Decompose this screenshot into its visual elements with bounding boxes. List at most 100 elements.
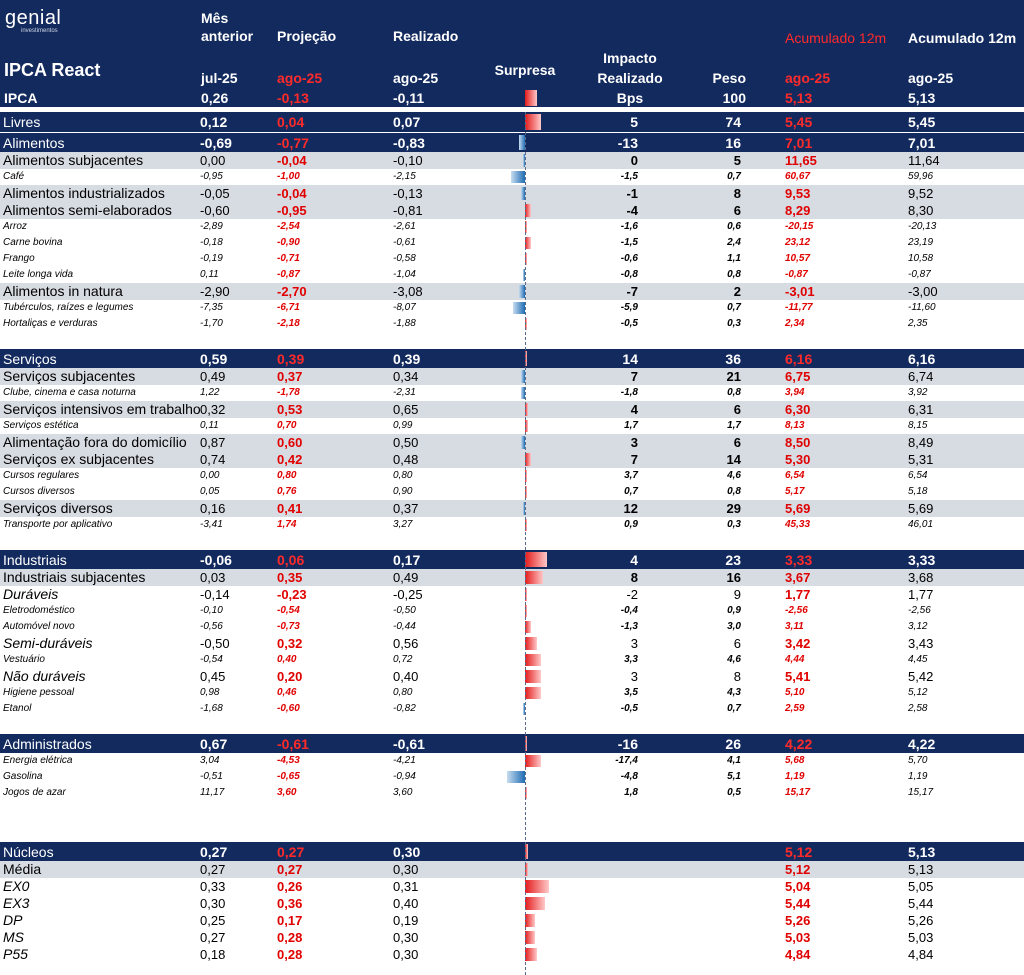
acumulado-real-cell: 4,45: [908, 654, 928, 665]
acumulado-proj-cell: 3,11: [785, 621, 804, 632]
realizado-cell: -0,10: [393, 153, 423, 168]
table-row: Alimentos industrializados -0,05 -0,04 -0,1…: [0, 185, 1024, 202]
table-row: DP 0,25 0,17 0,19 5,26 5,26: [0, 912, 1024, 929]
mes-anterior-cell: -0,56: [200, 621, 223, 632]
row-label: Serviços ex subjacentes: [3, 451, 154, 467]
acumulado-proj-cell: 5,03: [785, 930, 811, 945]
projecao-cell: 0,53: [277, 402, 303, 417]
acumulado-proj-cell: 6,75: [785, 369, 811, 384]
acumulado-proj-cell: 7,01: [785, 135, 813, 151]
ipca-row-v3: -0,11: [393, 90, 425, 106]
section-row: Industriais -0,06 0,06 0,17 4 23 3,33 3,33: [0, 549, 1024, 569]
realizado-cell: 0,49: [393, 570, 419, 585]
realizado-cell: 0,80: [393, 470, 413, 481]
acumulado-proj-cell: 2,59: [785, 703, 805, 714]
row-label: Serviços diversos: [3, 500, 113, 516]
acumulado-proj-cell: 4,22: [785, 736, 813, 752]
peso-cell: 0,3: [727, 519, 741, 530]
acumulado-proj-cell: 23,12: [785, 237, 811, 248]
section-row: Administrados 0,67 -0,61 -0,61 -16 26 4,22 4,22: [0, 733, 1024, 753]
acumulado-real-cell: 8,30: [908, 203, 934, 218]
peso-cell: 5,1: [727, 771, 741, 782]
table-row: Hortaliças e verduras -1,70 -2,18 -1,88 -0,5…: [0, 316, 1024, 332]
peso-cell: 0,8: [727, 387, 741, 398]
mes-anterior-cell: -2,89: [200, 221, 223, 232]
acumulado-proj-cell: 5,04: [785, 879, 811, 894]
peso-cell: 4,6: [727, 470, 741, 481]
impacto-bps-cell: -0,5: [620, 318, 638, 329]
col-impacto-bps: Bps: [616, 90, 644, 106]
acumulado-proj-cell: 11,65: [785, 153, 817, 168]
acumulado-real-cell: 3,43: [908, 636, 934, 651]
acumulado-real-cell: 6,16: [908, 351, 936, 367]
impacto-bps-cell: 7: [630, 369, 638, 384]
acumulado-proj-cell: 15,17: [785, 787, 811, 798]
surprise-bar: [525, 686, 541, 700]
acumulado-real-cell: 5,70: [908, 755, 928, 766]
row-label: Hortaliças e verduras: [3, 318, 98, 329]
projecao-cell: -6,71: [277, 302, 300, 313]
mes-anterior-cell: -1,70: [200, 318, 223, 329]
surprise-bar: [519, 134, 525, 151]
peso-cell: 4,1: [727, 755, 741, 766]
acumulado-proj-cell: 5,12: [785, 862, 811, 877]
surprise-bar: [525, 862, 529, 877]
table-row: MS 0,27 0,28 0,30 5,03 5,03: [0, 929, 1024, 946]
projecao-cell: 0,76: [277, 486, 297, 497]
peso-cell: 16: [726, 570, 741, 585]
acumulado-proj-cell: 8,29: [785, 203, 811, 218]
mes-anterior-cell: -0,95: [200, 171, 223, 182]
acumulado-real-cell: 46,01: [908, 519, 934, 530]
impacto-bps-cell: -1,5: [620, 171, 638, 182]
realizado-cell: 0,07: [393, 114, 421, 130]
peso-cell: 5: [733, 153, 741, 168]
acumulado-real-cell: 6,31: [908, 402, 934, 417]
acumulado-real-cell: 11,64: [908, 153, 940, 168]
projecao-cell: 0,04: [277, 114, 305, 130]
projecao-cell: -2,70: [277, 284, 307, 299]
projecao-cell: -0,90: [277, 237, 300, 248]
genial-logo: genial investimentos: [5, 8, 61, 34]
realizado-cell: -0,25: [393, 587, 423, 602]
realizado-cell: -2,15: [393, 171, 416, 182]
acumulado-proj-cell: 60,67: [785, 171, 811, 182]
surprise-bar: [525, 203, 531, 218]
surprise-bar: [525, 669, 541, 684]
row-label: Serviços intensivos em trabalho: [3, 401, 201, 417]
surprise-bar: [525, 317, 527, 331]
surprise-bar: [525, 350, 527, 367]
surprise-bar: [525, 930, 535, 945]
projecao-cell: 0,32: [277, 636, 303, 651]
acumulado-proj-cell: 5,10: [785, 687, 805, 698]
row-label: Leite longa vida: [3, 269, 74, 280]
projecao-cell: -0,23: [277, 587, 307, 602]
peso-cell: 0,9: [727, 605, 741, 616]
ipca-row-a2: 5,13: [908, 90, 936, 106]
projecao-cell: 0,27: [277, 862, 303, 877]
acumulado-real-cell: -0,87: [908, 269, 931, 280]
acumulado-proj-cell: 6,30: [785, 402, 811, 417]
mes-anterior-cell: -0,10: [200, 605, 223, 616]
impacto-bps-cell: -1: [626, 186, 638, 201]
table-row: Cursos diversos 0,05 0,76 0,90 0,7 0,8 5,17 5,1…: [0, 484, 1024, 500]
acumulado-real-cell: -2,56: [908, 605, 931, 616]
surprise-bar: [507, 770, 525, 784]
realizado-cell: -0,81: [393, 203, 423, 218]
row-label: Núcleos: [3, 844, 54, 860]
surprise-bar: [511, 170, 525, 184]
impacto-bps-cell: -0,4: [620, 605, 638, 616]
surprise-bar: [525, 236, 531, 250]
section-row: Livres 0,12 0,04 0,07 5 74 5,45 5,45: [0, 112, 1024, 132]
mes-anterior-cell: -0,51: [200, 771, 223, 782]
surprise-bar: [525, 754, 541, 768]
realizado-cell: 0,31: [393, 879, 419, 894]
row-label: Alimentos in natura: [3, 283, 123, 299]
acumulado-real-cell: 15,17: [908, 787, 934, 798]
impacto-bps-cell: 3,3: [624, 654, 638, 665]
mes-anterior-cell: 0,25: [200, 913, 226, 928]
acumulado-real-cell: 8,15: [908, 420, 928, 431]
acumulado-real-cell: 5,12: [908, 687, 928, 698]
projecao-cell: -0,65: [277, 771, 300, 782]
impacto-bps-cell: -0,6: [620, 253, 638, 264]
impacto-bps-cell: 3: [630, 669, 638, 684]
